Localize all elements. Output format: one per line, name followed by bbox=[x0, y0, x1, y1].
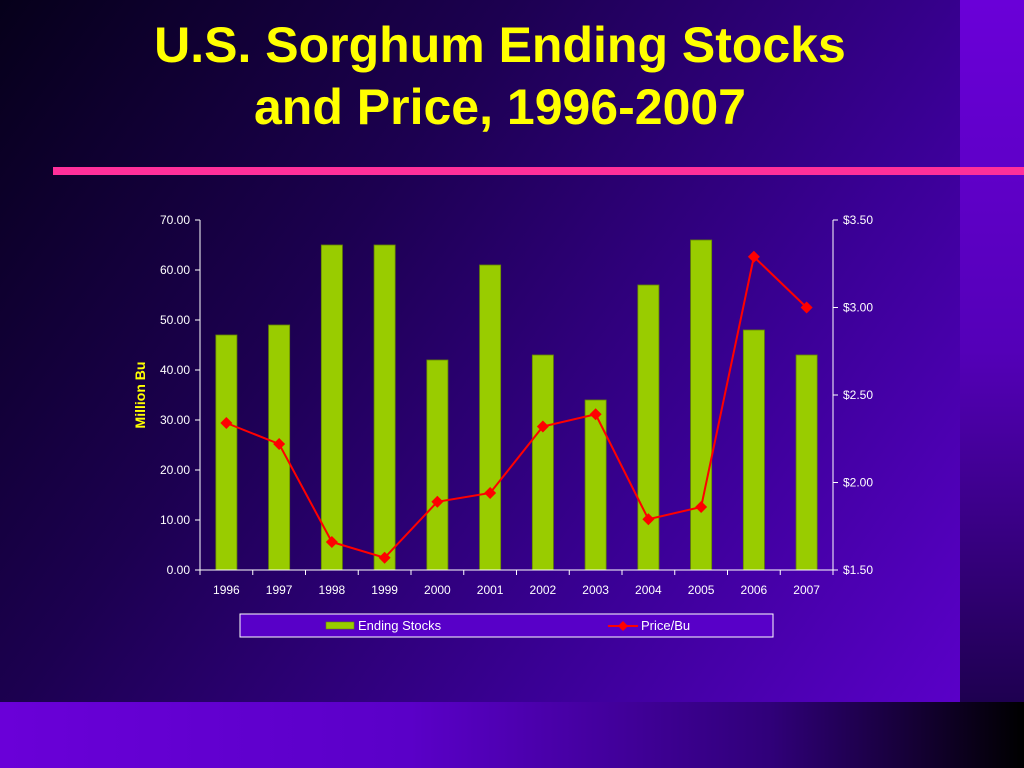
marker-price-2007 bbox=[800, 301, 813, 314]
bar-ending-stocks-2005 bbox=[690, 239, 713, 571]
legend-swatch-ending-stocks bbox=[325, 621, 355, 630]
y-tick-left-label: 70.00 bbox=[160, 213, 190, 227]
y-axis-title: Million Bu bbox=[132, 362, 148, 429]
bar-ending-stocks-2006 bbox=[742, 329, 765, 571]
marker-price-2000 bbox=[431, 495, 444, 508]
marker-price-2005 bbox=[695, 501, 708, 513]
marker-price-1998 bbox=[325, 536, 338, 548]
x-tick-label-2000: 2000 bbox=[424, 583, 451, 597]
x-tick-label-1997: 1997 bbox=[266, 583, 293, 597]
marker-price-1999 bbox=[378, 551, 391, 564]
y-tick-left-label: 30.00 bbox=[160, 413, 190, 427]
marker-price-2001 bbox=[484, 487, 497, 499]
right-decor-strip bbox=[960, 0, 1024, 702]
title-divider bbox=[53, 167, 1024, 175]
y-tick-left-label: 50.00 bbox=[160, 313, 190, 327]
x-tick-label-2004: 2004 bbox=[635, 583, 662, 597]
bar-ending-stocks-2004 bbox=[637, 284, 660, 571]
y-tick-left-label: 40.00 bbox=[160, 363, 190, 377]
bar-ending-stocks-2007 bbox=[795, 354, 818, 571]
bar-ending-stocks-2001 bbox=[479, 264, 502, 571]
bar-ending-stocks-1996 bbox=[215, 334, 238, 571]
bottom-decor-strip bbox=[0, 702, 1024, 768]
marker-price-2006 bbox=[747, 250, 760, 263]
line-price-per-bu bbox=[226, 254, 808, 559]
x-tick-label-1999: 1999 bbox=[371, 583, 398, 597]
y-tick-left-label: 20.00 bbox=[160, 463, 190, 477]
marker-price-1996 bbox=[220, 417, 233, 429]
slide-title: U.S. Sorghum Ending Stocks and Price, 19… bbox=[0, 14, 1000, 138]
bar-ending-stocks-2000 bbox=[426, 359, 449, 571]
legend-label-price: Price/Bu bbox=[641, 618, 690, 633]
bar-ending-stocks-1998 bbox=[320, 244, 343, 571]
legend-swatch-price-marker bbox=[618, 621, 628, 631]
x-tick-label-2002: 2002 bbox=[530, 583, 557, 597]
y-tick-left-label: 10.00 bbox=[160, 513, 190, 527]
marker-price-1997 bbox=[273, 438, 286, 450]
y-tick-right-label: $3.00 bbox=[843, 301, 873, 315]
y-tick-right-label: $3.50 bbox=[843, 213, 873, 227]
y-tick-right-label: $1.50 bbox=[843, 563, 873, 577]
x-tick-label-2006: 2006 bbox=[741, 583, 768, 597]
title-line-2: and Price, 1996-2007 bbox=[254, 79, 746, 135]
y-tick-left-label: 60.00 bbox=[160, 263, 190, 277]
x-tick-label-2003: 2003 bbox=[582, 583, 609, 597]
x-tick-label-1998: 1998 bbox=[319, 583, 346, 597]
x-tick-label-2001: 2001 bbox=[477, 583, 504, 597]
bar-ending-stocks-1999 bbox=[373, 244, 396, 571]
y-tick-left-label: 0.00 bbox=[167, 563, 191, 577]
legend-box bbox=[239, 613, 774, 638]
x-tick-label-2005: 2005 bbox=[688, 583, 715, 597]
marker-price-2003 bbox=[589, 408, 602, 421]
bar-ending-stocks-2002 bbox=[531, 354, 554, 571]
legend-label-ending-stocks: Ending Stocks bbox=[358, 618, 442, 633]
y-tick-right-label: $2.00 bbox=[843, 476, 873, 490]
y-tick-right-label: $2.50 bbox=[843, 388, 873, 402]
x-tick-label-1996: 1996 bbox=[213, 583, 240, 597]
bar-ending-stocks-2003 bbox=[584, 399, 607, 571]
x-tick-label-2007: 2007 bbox=[793, 583, 820, 597]
marker-price-2004 bbox=[642, 513, 655, 526]
marker-price-2002 bbox=[536, 420, 549, 433]
title-line-1: U.S. Sorghum Ending Stocks bbox=[154, 17, 846, 73]
